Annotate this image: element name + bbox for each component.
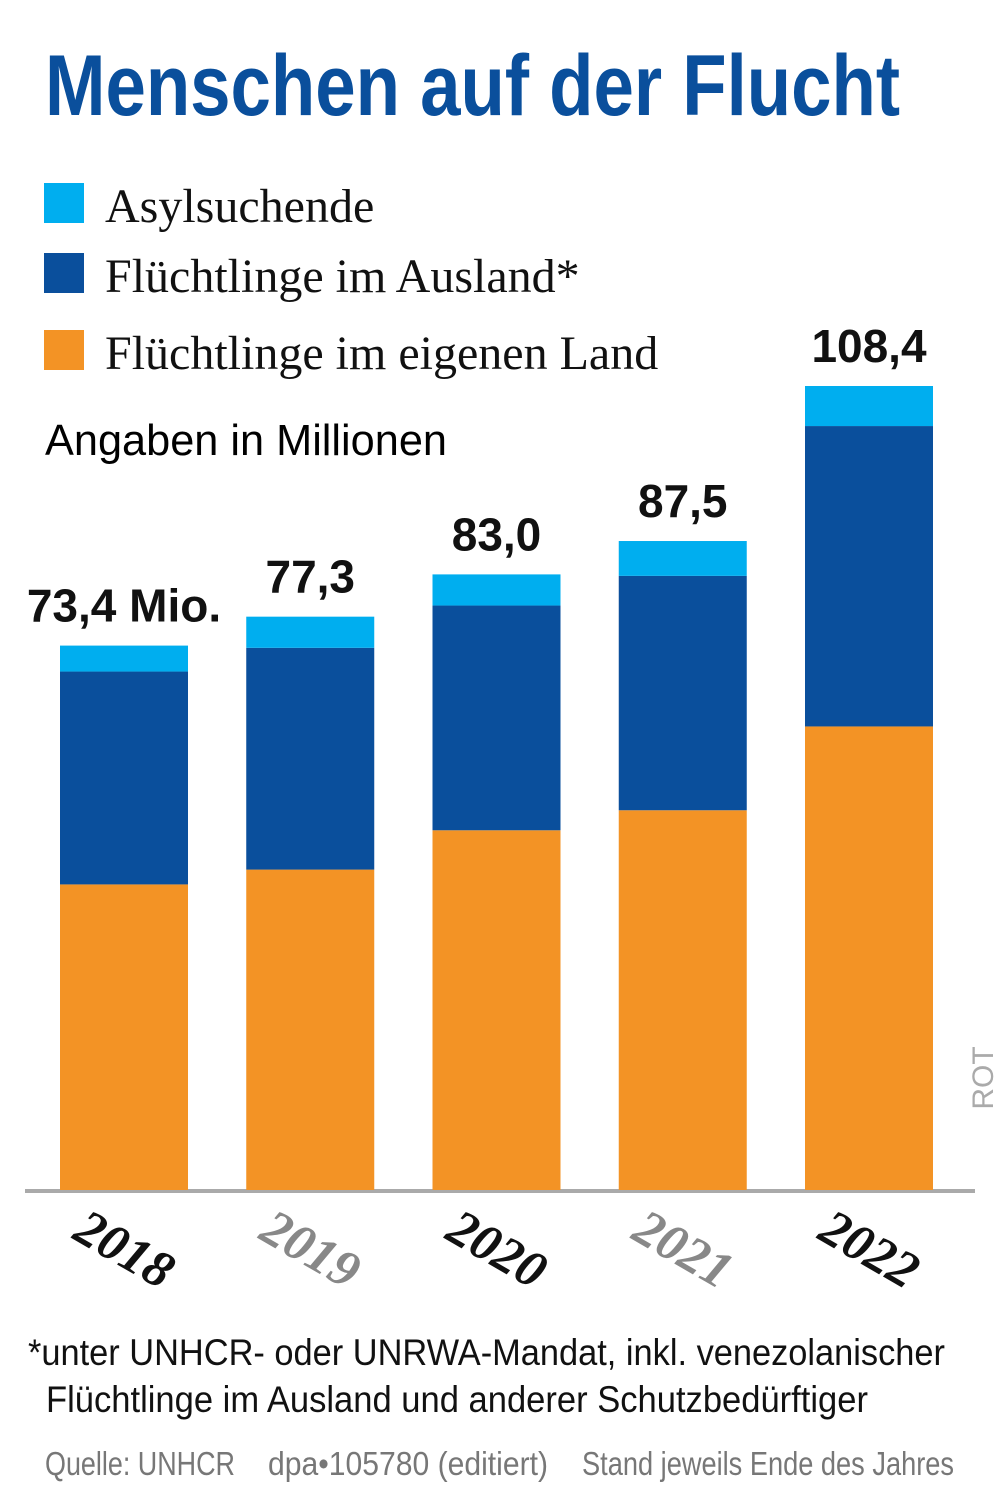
subtitle: Angaben in Millionen: [45, 416, 447, 465]
bar-segment: [805, 426, 933, 727]
legend-swatch: [44, 253, 84, 293]
source: Stand jeweils Ende des Jahres: [582, 1445, 954, 1482]
x-tick-label: 2020: [437, 1198, 556, 1300]
legend-swatch: [44, 183, 84, 223]
x-tick-label: 2022: [809, 1198, 928, 1300]
bar-segment: [246, 869, 375, 1190]
bar-segment: [432, 830, 561, 1190]
credit: ROT: [967, 1046, 1000, 1109]
legend-label: Asylsuchende: [105, 180, 374, 233]
source: Quelle: UNHCR: [45, 1445, 235, 1482]
source: dpa•105780 (editiert): [268, 1445, 548, 1482]
legend-label: Flüchtlinge im eigenen Land: [105, 327, 658, 380]
bar-segment: [60, 884, 188, 1190]
x-tick-label: 2021: [623, 1198, 742, 1300]
bar-segment: [805, 726, 933, 1190]
bar-segment: [432, 605, 561, 831]
chart-title: Menschen auf der Flucht: [45, 38, 900, 134]
bar-segment: [618, 810, 747, 1190]
bar-segment: [432, 574, 561, 606]
total-label: 108,4: [811, 320, 927, 372]
total-label: 73,4 Mio.: [27, 580, 221, 632]
legend-swatch: [44, 330, 84, 370]
legend-label: Flüchtlinge im Ausland*: [105, 250, 580, 303]
bar-segment: [618, 541, 747, 576]
bar-segment: [618, 575, 747, 811]
total-label: 87,5: [638, 475, 728, 527]
total-label: 77,3: [265, 551, 355, 603]
x-tick-label: 2019: [250, 1198, 369, 1300]
bar-segment: [246, 647, 375, 870]
bar-segment: [246, 616, 375, 648]
footnote: *unter UNHCR- oder UNRWA-Mandat, inkl. v…: [28, 1332, 945, 1373]
bar-segment: [60, 645, 188, 672]
bar-segment: [805, 386, 933, 427]
x-tick-label: 2018: [64, 1198, 183, 1300]
total-label: 83,0: [452, 508, 542, 560]
footnote: Flüchtlinge im Ausland und anderer Schut…: [46, 1379, 868, 1420]
bar-segment: [60, 671, 188, 885]
